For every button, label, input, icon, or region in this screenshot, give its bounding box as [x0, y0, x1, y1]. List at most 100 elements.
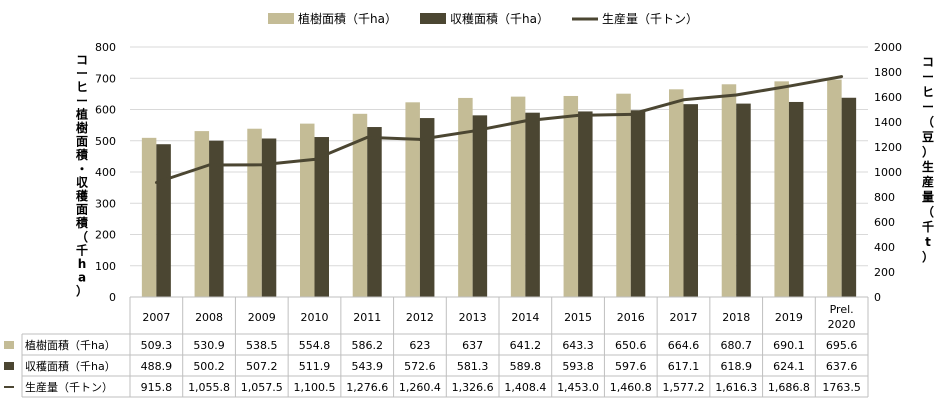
y2-tick-label: 1600	[874, 91, 902, 104]
table-cell: 623	[409, 339, 430, 352]
table-key-1	[4, 362, 14, 370]
y2-tick-label: 1000	[874, 166, 902, 179]
legend-label-2: 生産量（千トン）	[602, 11, 698, 26]
y2-tick-label: 800	[874, 191, 895, 204]
x-tick-label-12: 2019	[775, 311, 803, 324]
table-row-label-0: 植樹面積（千ha）	[25, 338, 116, 352]
x-tick-label-2: 2009	[248, 311, 276, 324]
bar-planted-2	[247, 128, 262, 297]
bar-planted-4	[352, 113, 368, 297]
table-cell: 1,100.5	[294, 381, 336, 394]
line-point-11	[734, 93, 738, 97]
table-cell: 641.2	[510, 339, 542, 352]
table-cell: 530.9	[193, 339, 225, 352]
x-tick-label-3: 2010	[301, 311, 329, 324]
table-cell: 1,055.8	[188, 381, 230, 394]
legend: 植樹面積（千ha） 収穫面積（千ha） 生産量（千トン）	[268, 11, 698, 26]
line-point-1	[207, 163, 211, 167]
bar-harvested-10	[683, 104, 698, 297]
x-tick-label-6: 2013	[459, 311, 487, 324]
y-tick-label: 300	[95, 197, 116, 210]
bar-harvested-11	[736, 103, 751, 297]
line-point-7	[523, 119, 527, 123]
y-tick-label: 800	[95, 41, 116, 54]
table-cell: 680.7	[720, 339, 752, 352]
table-cell: 637.6	[826, 360, 858, 373]
bar-harvested-3	[314, 137, 329, 297]
line-point-12	[787, 84, 791, 88]
bar-planted-0	[141, 137, 157, 297]
table-cell: 509.3	[141, 339, 173, 352]
table-cell: 664.6	[668, 339, 700, 352]
line-point-3	[313, 158, 316, 161]
y-axis-title: コーヒー植樹面積・収穫面積（千 h a）	[75, 53, 89, 298]
table-cell: 589.8	[510, 360, 542, 373]
bar-harvested-9	[630, 110, 646, 297]
bars	[141, 79, 857, 297]
table-cell: 1,453.0	[557, 381, 599, 394]
bar-planted-3	[300, 123, 315, 297]
bar-harvested-13	[841, 97, 857, 297]
axis-titles: コーヒー植樹面積・収穫面積（千 h a ） コーヒー（豆）生産量（千 t）	[75, 53, 934, 298]
table-cell: 1,276.6	[346, 381, 388, 394]
bar-harvested-4	[367, 127, 382, 297]
y2-tick-label: 1800	[874, 66, 902, 79]
x-tick-label-4: 2011	[353, 311, 381, 324]
bar-planted-13	[827, 79, 842, 297]
line-point-6	[471, 129, 475, 133]
bar-planted-9	[616, 93, 631, 297]
y2-tick-label: 1200	[874, 141, 902, 154]
table-cell: 572.6	[404, 360, 436, 373]
table-cell: 690.1	[773, 339, 805, 352]
table-cell: 1763.5	[822, 381, 861, 394]
table-cell: 618.9	[720, 360, 752, 373]
x-tick-label-0: 2007	[142, 311, 170, 324]
x-tick-label-10: 2017	[670, 311, 698, 324]
x-tick-label-13-b: 2020	[828, 318, 856, 331]
table-cell: 624.1	[773, 360, 805, 373]
table-cell: 586.2	[351, 339, 383, 352]
y-tick-label: 200	[95, 229, 116, 242]
x-tick-label-9: 2016	[617, 311, 645, 324]
table-cell: 1,460.8	[610, 381, 652, 394]
y2-tick-label: 400	[874, 241, 895, 254]
y2-tick-label: 200	[874, 266, 895, 279]
table-cell: 1,686.8	[768, 381, 810, 394]
y-tick-label: 500	[95, 135, 116, 148]
y2-tick-label: 2000	[874, 41, 902, 54]
legend-label-1: 収穫面積（千ha）	[450, 11, 549, 26]
production-line	[154, 75, 844, 184]
table-cell: 695.6	[826, 339, 858, 352]
table-cell: 593.8	[562, 360, 594, 373]
bar-planted-11	[721, 84, 737, 297]
y2-tick-label: 0	[874, 291, 881, 304]
x-tick-label-13: Prel.	[830, 303, 854, 316]
bar-planted-8	[563, 95, 579, 297]
x-tick-label-8: 2015	[564, 311, 592, 324]
y-tick-label: 100	[95, 260, 116, 273]
table-cell: 500.2	[193, 360, 225, 373]
x-tick-label-7: 2014	[511, 311, 539, 324]
line-point-9	[629, 113, 633, 116]
table-cell: 554.8	[299, 339, 331, 352]
bar-planted-7	[510, 96, 526, 297]
x-tick-label-1: 2008	[195, 311, 223, 324]
legend-swatch-0	[268, 13, 294, 24]
y2-tick-label: 1400	[874, 116, 902, 129]
line-point-5	[418, 138, 422, 141]
table-cell: 538.5	[246, 339, 278, 352]
bar-planted-1	[194, 131, 210, 297]
gridlines	[130, 46, 868, 267]
bar-planted-12	[774, 81, 789, 297]
table-row-label-2: 生産量（千トン）	[25, 380, 113, 394]
line-production	[155, 75, 842, 184]
line-point-4	[365, 136, 369, 139]
table-cell: 915.8	[141, 381, 173, 394]
y2-axis-title: コーヒー（豆）生産量（千 t）	[922, 55, 934, 264]
line-point-10	[682, 98, 685, 102]
bar-planted-5	[405, 102, 420, 297]
x-tick-label-11: 2018	[722, 311, 750, 324]
bar-harvested-2	[261, 138, 277, 297]
table-cell: 617.1	[668, 360, 700, 373]
